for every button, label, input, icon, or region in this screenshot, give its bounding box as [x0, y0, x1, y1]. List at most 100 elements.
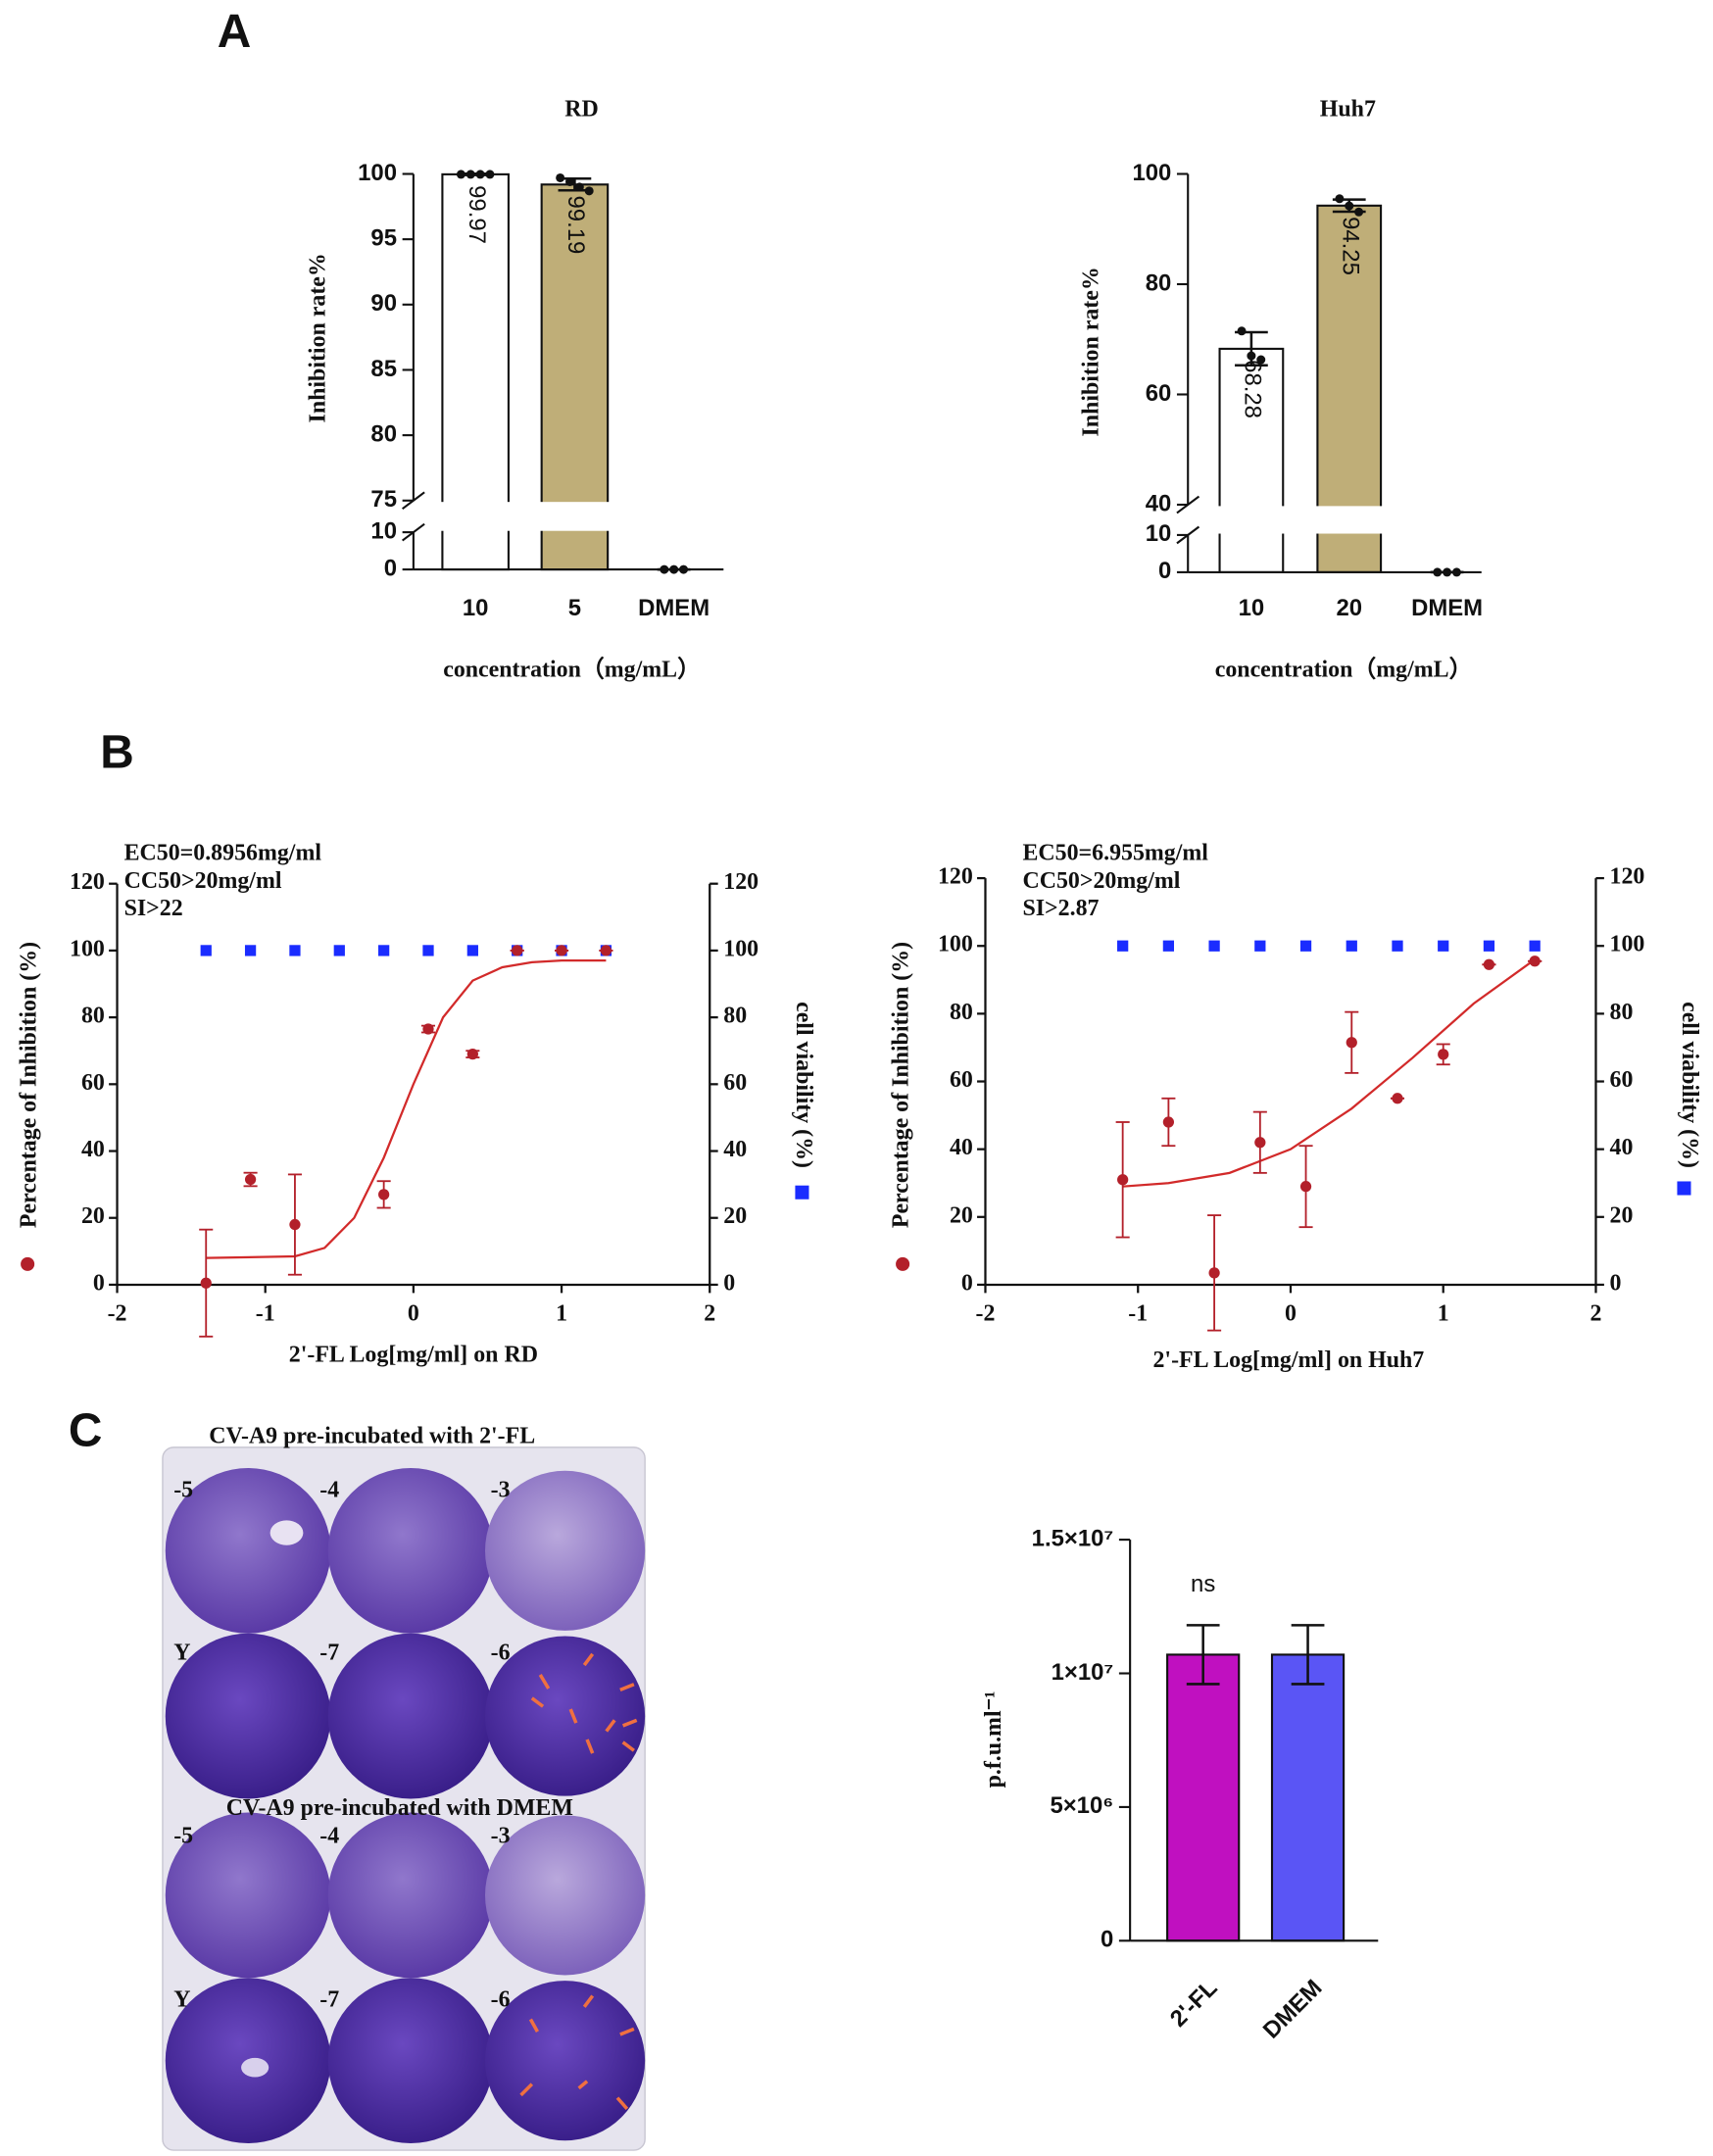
data-point: [289, 945, 301, 956]
x-axis-label: concentration（mg/mL）: [1215, 657, 1473, 683]
y-tick-label: 0: [1101, 1927, 1113, 1953]
annotation: CC50>20mg/ml: [124, 868, 282, 894]
y-tick-label: 60: [950, 1067, 973, 1093]
y-tick-label: 20: [81, 1203, 105, 1229]
data-point: [600, 945, 612, 956]
y-tick-label: 80: [1146, 270, 1172, 296]
data-point: [1346, 1037, 1357, 1049]
data-point: [1162, 1116, 1175, 1128]
y-tick-label: 60: [1146, 380, 1172, 407]
axis-break-gap: [385, 502, 724, 531]
data-point: [422, 1023, 434, 1035]
annotation: SI>2.87: [1022, 896, 1099, 921]
y-tick-label: 60: [81, 1070, 105, 1096]
data-point: [1299, 1181, 1312, 1193]
y-tick-label: 5×10⁶: [1050, 1792, 1113, 1819]
well-label: -7: [319, 1987, 339, 2013]
data-point: [1529, 940, 1541, 952]
fit-curve: [1122, 958, 1536, 1188]
axis-break-gap: [1160, 506, 1482, 534]
data-point: [564, 176, 574, 186]
y2-tick-label: 0: [723, 1270, 735, 1296]
data-point: [1237, 326, 1247, 336]
data-point: [200, 945, 212, 956]
y2-axis-label: cell viability (%): [791, 1002, 816, 1168]
y-axis-label: Inhibition rate%: [306, 253, 331, 422]
data-point: [1392, 940, 1403, 952]
x-tick-label: 20: [1336, 595, 1362, 621]
well-label: -6: [491, 1640, 511, 1665]
y-tick-label: 10: [370, 517, 397, 544]
data-point: [466, 945, 478, 956]
y2-tick-label: 100: [1610, 932, 1645, 957]
panel-label: B: [100, 727, 134, 779]
data-point: [1247, 351, 1256, 361]
chart-title: Huh7: [1320, 96, 1376, 122]
legend-symbol: [795, 1185, 809, 1200]
x-tick-label: DMEM: [1411, 595, 1483, 621]
panel-label: A: [218, 6, 252, 58]
legend-symbol: [896, 1256, 910, 1271]
data-point: [378, 1189, 390, 1200]
y-tick-label: 0: [1158, 558, 1171, 584]
data-point: [1208, 940, 1220, 952]
well-label: Y: [173, 1987, 190, 2013]
y2-tick-label: 80: [723, 1004, 747, 1029]
data-point: [1345, 201, 1354, 211]
annotation: CC50>20mg/ml: [1022, 868, 1180, 894]
data-point: [1254, 940, 1266, 952]
data-point: [1392, 1093, 1403, 1104]
y-tick-label: 1×10⁷: [1052, 1659, 1114, 1686]
y-tick-label: 40: [81, 1137, 105, 1162]
x-tick-label: 2'-FL: [1165, 1975, 1223, 2033]
y-tick-label: 80: [370, 420, 397, 447]
y2-tick-label: 120: [1610, 864, 1645, 890]
data-point: [1335, 194, 1345, 204]
annotation: EC50=6.955mg/ml: [1022, 841, 1208, 866]
well-label: -3: [491, 1823, 511, 1848]
y-tick-label: 100: [1132, 160, 1171, 186]
y2-tick-label: 60: [723, 1070, 747, 1096]
x-tick-label: -2: [976, 1300, 996, 1326]
data-point: [456, 170, 465, 179]
x-tick-label: 5: [568, 595, 581, 621]
data-point: [333, 945, 345, 956]
annotation: ns: [1191, 1571, 1215, 1597]
x-tick-label: 10: [1239, 595, 1265, 621]
y2-tick-label: 20: [723, 1203, 747, 1229]
x-tick-label: 1: [556, 1300, 567, 1326]
data-point: [1208, 1267, 1220, 1279]
data-point: [466, 1049, 478, 1060]
y-tick-label: 75: [370, 486, 397, 513]
legend-symbol: [1677, 1181, 1691, 1196]
well-label: -5: [173, 1823, 193, 1848]
y2-tick-label: 0: [1610, 1270, 1622, 1296]
well-label: -3: [491, 1477, 511, 1502]
y-tick-label: 40: [1146, 490, 1172, 516]
x-tick-label: -1: [256, 1300, 275, 1326]
value-label: 99.97: [464, 185, 490, 244]
data-point: [485, 170, 495, 179]
y-tick-label: 100: [358, 160, 397, 186]
data-point: [1117, 1174, 1129, 1186]
chart-title: RD: [564, 96, 599, 122]
plate-title: CV-A9 pre-incubated with DMEM: [226, 1795, 573, 1821]
data-point: [1254, 1137, 1266, 1149]
x-tick-label: DMEM: [638, 595, 710, 621]
y-axis-label: p.f.u.ml⁻¹: [981, 1691, 1006, 1788]
y-tick-label: 40: [950, 1135, 973, 1160]
y2-axis-label: cell viability (%): [1677, 1002, 1702, 1168]
data-point: [574, 182, 584, 192]
y-tick-label: 85: [370, 356, 397, 382]
well-label: -5: [173, 1477, 193, 1502]
bar: [1218, 347, 1285, 573]
annotation: SI>22: [124, 896, 183, 921]
x-tick-label: 0: [408, 1300, 419, 1326]
y2-tick-label: 120: [723, 869, 759, 895]
y2-tick-label: 80: [1610, 1000, 1634, 1025]
y-tick-label: 120: [70, 869, 105, 895]
well-label: -4: [319, 1477, 339, 1502]
y-axis-label: Percentage of Inhibition (%): [889, 942, 914, 1228]
y-tick-label: 0: [384, 555, 397, 581]
